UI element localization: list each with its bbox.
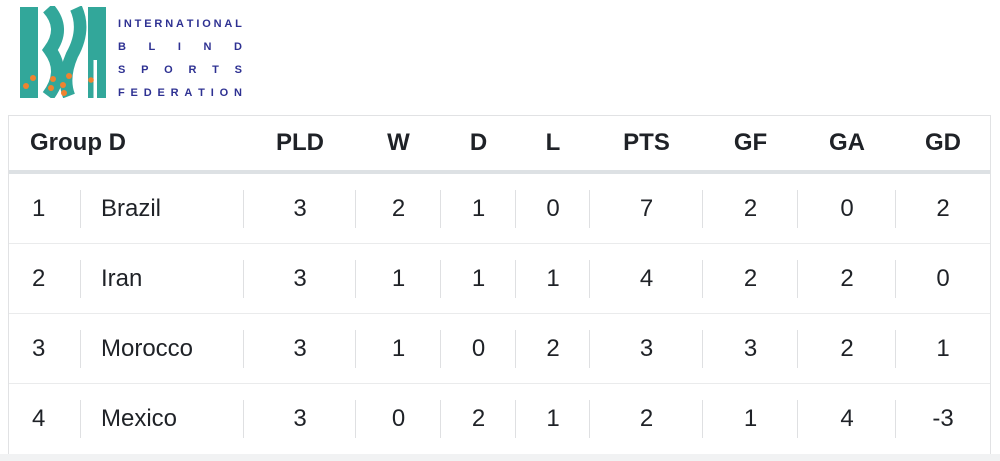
logo-wave-b [41,6,64,98]
braille-dot [48,85,54,91]
stat-ga: 4 [798,384,896,454]
header-divider [9,170,990,174]
stat-l: 1 [516,244,590,313]
stat-gd: -3 [932,405,954,432]
stat-pts: 7 [590,174,703,243]
stat-pld: 3 [244,384,356,454]
header-col-pts: PTS [623,129,670,156]
table-header: Group D PLD W D L PTS GF GA GD [9,116,990,170]
stat-gf: 2 [703,174,798,243]
braille-dot [66,73,72,79]
stat-pld: 3 [244,244,356,313]
stat-ga: 0 [798,174,896,243]
stat-gd: 2 [936,194,950,222]
stat-gd: 0 [936,264,950,292]
page-bottom-strip [0,454,1000,461]
stat-w: 2 [356,174,441,243]
rank-cell: 3 [9,314,81,383]
braille-dot [23,83,29,89]
stat-gf: 1 [703,384,798,454]
table-row: 2 Iran 3 1 1 1 4 2 2 0 [9,244,990,314]
braille-dot [60,82,66,88]
stat-gf: 2 [703,244,798,313]
table-row: 4 Mexico 3 0 2 1 2 1 4 -3 [9,384,990,454]
braille-dot [30,75,36,81]
logo-wave-s [59,6,87,98]
ibsa-logo-mark [20,6,106,98]
header-col-pld: PLD [276,129,324,156]
table-row: 3 Morocco 3 1 0 2 3 3 2 1 [9,314,990,384]
header-col-l: L [545,129,561,156]
stat-d: 0 [441,314,516,383]
stat-pld: 3 [244,314,356,383]
stat-ga: 2 [798,314,896,383]
logo-bar-i [20,7,38,98]
stat-w: 0 [356,384,441,454]
header-col-gf: GF [733,129,768,156]
team-name: Mexico [81,384,244,454]
stat-pts: 3 [590,314,703,383]
rank-cell: 4 [9,384,81,454]
stat-d: 1 [441,174,516,243]
stat-pts: 4 [590,244,703,313]
header-col-w: W [387,129,410,156]
group-title: Group D [30,129,126,156]
table-row: 1 Brazil 3 2 1 0 7 2 0 2 [9,174,990,244]
header-col-gd: GD [925,129,961,156]
stat-w: 1 [356,314,441,383]
stat-ga: 2 [798,244,896,313]
stat-l: 1 [516,384,590,454]
standings-table: Group D PLD W D L PTS GF GA GD 1 Brazil … [8,115,991,455]
stat-w: 1 [356,244,441,313]
stat-gf: 3 [703,314,798,383]
stat-d: 1 [441,244,516,313]
rank-cell: 2 [9,244,81,313]
logo-bar-a [88,7,106,98]
braille-dot [50,76,56,82]
stat-l: 2 [516,314,590,383]
team-name: Iran [81,244,244,313]
header-col-ga: GA [829,129,865,156]
header-col-d: D [469,129,488,156]
braille-dot [61,90,67,96]
team-name: Brazil [81,174,244,243]
stat-pts: 2 [590,384,703,454]
stat-l: 0 [516,174,590,243]
team-name: Morocco [81,314,244,383]
stat-pld: 3 [244,174,356,243]
stat-d: 2 [441,384,516,454]
rank-cell: 1 [9,174,81,243]
braille-dot [88,77,94,83]
stat-gd: 1 [936,334,950,362]
